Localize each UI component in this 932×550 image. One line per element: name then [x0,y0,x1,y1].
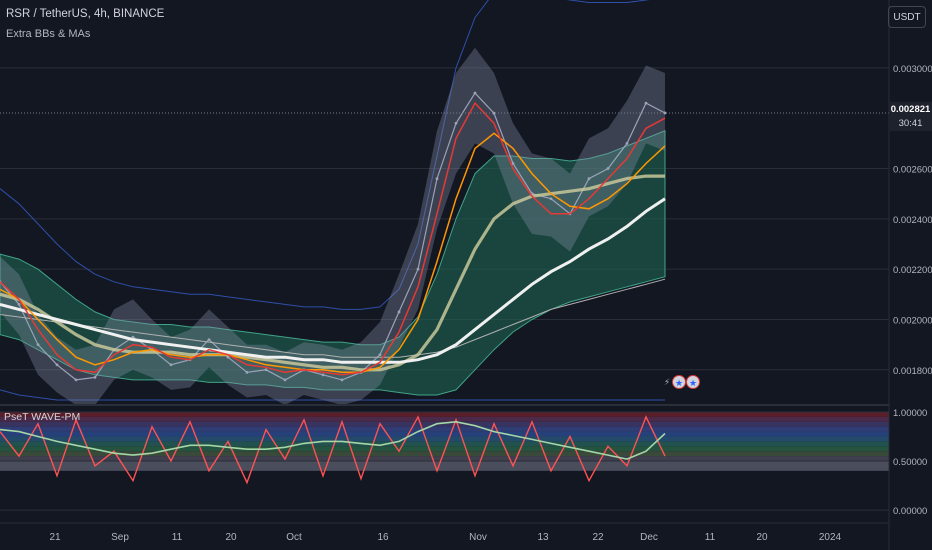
time-tick-label: 11 [172,532,183,543]
price-point [644,101,648,105]
price-point [416,267,420,271]
price-point [340,378,344,382]
indicator-label[interactable]: Extra BBs & MAs [6,28,91,40]
oscillator-title[interactable]: PseT WAVE-PM [4,411,81,423]
price-point [625,141,629,145]
time-tick-label: Dec [640,532,658,543]
time-tick-label: 20 [225,532,237,543]
price-point [511,162,515,165]
price-point [492,111,496,115]
price-point [549,197,553,201]
ma-fast-line [0,101,666,376]
oscillator-zone [0,416,889,422]
current-price-label: 0.002821 [889,102,932,117]
price-point [74,378,78,382]
oscillator-zone [0,426,889,432]
symbol-title[interactable]: RSR / TetherUS, 4h, BINANCE [6,8,165,20]
price-point [283,378,287,382]
price-point [55,363,59,367]
time-tick-label: Oct [286,532,302,543]
oscillator-tick-label: 1.00000 [893,408,927,419]
price-tick-label: 0.001800 [893,366,932,377]
bar-countdown: 30:41 [889,117,932,131]
time-tick-label: 22 [592,532,604,543]
price-envelope-fill [0,47,665,406]
ma-mid-line [0,132,666,374]
price-tick-label: 0.003000 [893,64,932,75]
price-point [606,167,610,170]
oscillator-zone [0,456,889,462]
price-tick-label: 0.002200 [893,265,932,276]
price-point [93,375,97,379]
price-tick-label: 0.002600 [893,165,932,176]
wave-line [0,415,666,485]
time-tick-label: Sep [111,532,129,543]
oscillator-tick-label: 0.00000 [893,506,927,517]
price-point [663,111,667,115]
oscillator-zone [0,431,889,437]
oscillator-zone [0,436,889,442]
price-point [264,368,268,372]
time-tick-label: 13 [537,532,549,543]
time-tick-label: 2024 [819,532,842,543]
price-point [435,177,439,181]
outer-band-lower [0,389,665,401]
price-line [0,92,666,381]
price-point [397,310,401,314]
price-point [321,373,325,377]
time-tick-label: 16 [377,532,389,543]
price-point [587,177,591,181]
ma-200-line [0,278,666,358]
oscillator-tick-label: 0.50000 [893,457,927,468]
oscillator-zone [0,411,889,417]
time-tick-label: Nov [469,532,487,543]
price-tick-label: 0.002400 [893,215,932,226]
us-flag-icon[interactable]: ★ [672,375,686,389]
oscillator-plot [0,411,889,511]
price-point [454,121,458,125]
price-point [169,363,173,367]
price-tick-label: 0.002000 [893,315,932,326]
oscillator-zone [0,421,889,427]
price-point [226,355,230,359]
us-flag-icon[interactable]: ★ [686,375,700,389]
oscillator-zone [0,461,889,471]
outer-band-upper [0,0,650,310]
ma-slow-line [0,174,665,372]
bollinger-band-fill [0,130,666,396]
lightning-icon[interactable]: ⚡ [663,377,671,387]
wave-signal-line [0,420,666,460]
time-tick-label: 11 [705,532,716,543]
price-point [245,370,249,374]
price-point [207,338,211,342]
price-plot [0,0,889,406]
currency-button[interactable]: USDT [888,6,926,28]
price-point [378,353,382,357]
time-tick-label: 21 [49,532,61,543]
oscillator-zone [0,451,889,457]
price-point [131,335,135,339]
ma-long-line [0,197,666,364]
oscillator-zone [0,441,889,447]
price-point [36,343,40,347]
price-point [473,91,477,95]
price-point [17,303,21,306]
time-tick-label: 20 [756,532,768,543]
